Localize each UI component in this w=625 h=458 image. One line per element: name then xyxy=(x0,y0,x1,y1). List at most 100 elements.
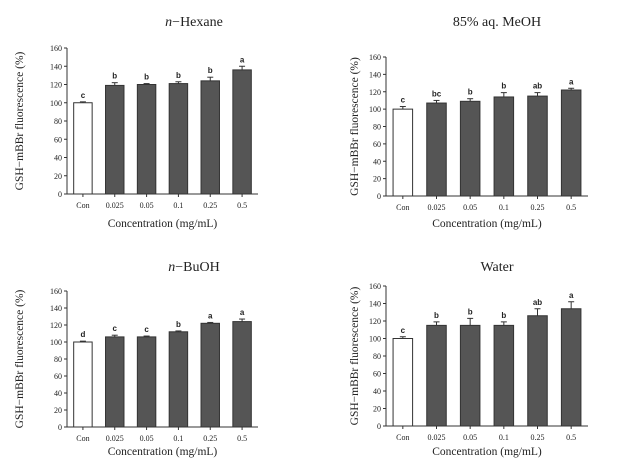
x-tick-label: Con xyxy=(76,201,89,210)
x-tick-label: Con xyxy=(76,434,89,443)
chart-panel-1: n−Hexane 0 20 40 60 80 100 120 140 160 c Con b 0.025 b… xyxy=(14,15,258,230)
x-axis-label: Concentration (mg/mL) xyxy=(432,446,542,458)
y-tick-label: 140 xyxy=(50,62,62,71)
significance-letter: a xyxy=(569,291,574,300)
x-axis-label: Concentration (mg/mL) xyxy=(108,446,218,458)
y-tick-label: 0 xyxy=(58,190,62,199)
x-tick-label: Con xyxy=(396,433,409,442)
x-tick-label: 0.025 xyxy=(106,201,124,210)
x-tick-label: 0.25 xyxy=(531,433,545,442)
chart-title: n−BuOH xyxy=(168,260,219,275)
significance-letter: c xyxy=(144,325,149,334)
significance-letter: c xyxy=(401,96,406,105)
y-tick-label: 120 xyxy=(369,317,381,326)
chart-title: 85% aq. MeOH xyxy=(453,15,541,30)
y-tick-label: 120 xyxy=(369,88,381,97)
chart-title-text: Water xyxy=(480,260,513,275)
significance-letter: b xyxy=(176,71,181,80)
significance-letter: a xyxy=(240,55,245,64)
x-tick-label: 0.025 xyxy=(428,203,446,212)
y-tick-label: 120 xyxy=(50,81,62,90)
y-tick-label: 160 xyxy=(369,53,381,62)
x-tick-label: 0.25 xyxy=(203,201,217,210)
bar xyxy=(560,308,582,427)
y-tick-label: 120 xyxy=(50,321,62,330)
x-axis-label: Concentration (mg/mL) xyxy=(108,218,218,230)
y-tick-label: 100 xyxy=(369,335,381,344)
y-tick-label: 80 xyxy=(373,352,381,361)
x-axis-label: Concentration (mg/mL) xyxy=(432,218,542,230)
bar xyxy=(426,324,447,427)
chart-panel-4: Water 0 20 40 60 80 100 120 140 160 c Con b 0.025 b 0.0… xyxy=(349,260,588,458)
significance-letter: b xyxy=(468,88,473,97)
x-tick-label: 0.1 xyxy=(499,433,509,442)
bar xyxy=(527,95,548,197)
x-tick-label: 0.5 xyxy=(237,434,247,443)
x-tick-label: 0.1 xyxy=(499,203,509,212)
significance-letter: ab xyxy=(533,82,542,91)
significance-letter: b xyxy=(501,82,506,91)
y-axis-label: GSH−mBBr fluorescence (%) xyxy=(349,286,361,425)
y-axis-label: GSH−mBBr fluorescence (%) xyxy=(14,51,26,190)
y-tick-label: 20 xyxy=(373,175,381,184)
chart-panel-2: 85% aq. MeOH 0 20 40 60 80 100 120 140 160 c Con bc 0… xyxy=(349,15,588,230)
bar xyxy=(232,69,252,195)
x-tick-label: 0.05 xyxy=(140,434,154,443)
significance-letter: b xyxy=(468,307,473,316)
y-tick-label: 80 xyxy=(54,355,62,364)
y-tick-label: 20 xyxy=(373,405,381,414)
significance-letter: b xyxy=(501,311,506,320)
y-tick-label: 60 xyxy=(54,135,62,144)
y-tick-label: 140 xyxy=(369,300,381,309)
y-tick-label: 100 xyxy=(50,338,62,347)
y-tick-label: 60 xyxy=(373,370,381,379)
x-tick-label: 0.25 xyxy=(203,434,217,443)
significance-letter: d xyxy=(80,330,85,339)
bar xyxy=(560,89,582,197)
chart-title-italic: n xyxy=(168,260,175,275)
y-tick-label: 20 xyxy=(54,406,62,415)
y-tick-label: 100 xyxy=(50,99,62,108)
bar xyxy=(168,331,189,428)
x-tick-label: 0.025 xyxy=(106,434,124,443)
bar xyxy=(136,84,157,195)
x-tick-label: 0.25 xyxy=(531,203,545,212)
x-tick-label: 0.1 xyxy=(173,434,183,443)
y-tick-label: 100 xyxy=(369,105,381,114)
bar xyxy=(527,315,548,427)
chart-title: n−Hexane xyxy=(165,15,223,30)
y-tick-label: 0 xyxy=(58,423,62,432)
x-tick-label: 0.1 xyxy=(173,201,183,210)
significance-letter: b xyxy=(144,73,149,82)
x-tick-label: Con xyxy=(396,203,409,212)
x-tick-label: 0.05 xyxy=(140,201,154,210)
x-tick-label: 0.05 xyxy=(463,433,477,442)
x-tick-label: 0.05 xyxy=(463,203,477,212)
significance-letter: c xyxy=(113,324,118,333)
bar xyxy=(200,322,220,428)
significance-letter: a xyxy=(240,308,245,317)
significance-letter: ab xyxy=(533,298,542,307)
y-tick-label: 40 xyxy=(54,389,62,398)
y-axis-label: GSH−mBBr fluorescence (%) xyxy=(349,57,361,196)
bar xyxy=(426,102,447,197)
y-tick-label: 40 xyxy=(373,387,381,396)
chart-title: Water xyxy=(480,260,513,275)
bar xyxy=(459,100,481,197)
chart-title-text: −BuOH xyxy=(175,260,219,275)
bar xyxy=(168,83,189,195)
bar xyxy=(493,324,515,427)
bar xyxy=(73,102,93,195)
significance-letter: b xyxy=(176,320,181,329)
y-tick-label: 80 xyxy=(54,117,62,126)
y-tick-label: 160 xyxy=(369,282,381,291)
significance-letter: b xyxy=(112,72,117,81)
y-tick-label: 60 xyxy=(54,372,62,381)
bar xyxy=(105,336,125,428)
significance-letter: b xyxy=(208,66,213,75)
y-tick-label: 40 xyxy=(54,154,62,163)
x-tick-label: 0.025 xyxy=(428,433,446,442)
y-tick-label: 160 xyxy=(50,287,62,296)
y-tick-label: 140 xyxy=(369,70,381,79)
